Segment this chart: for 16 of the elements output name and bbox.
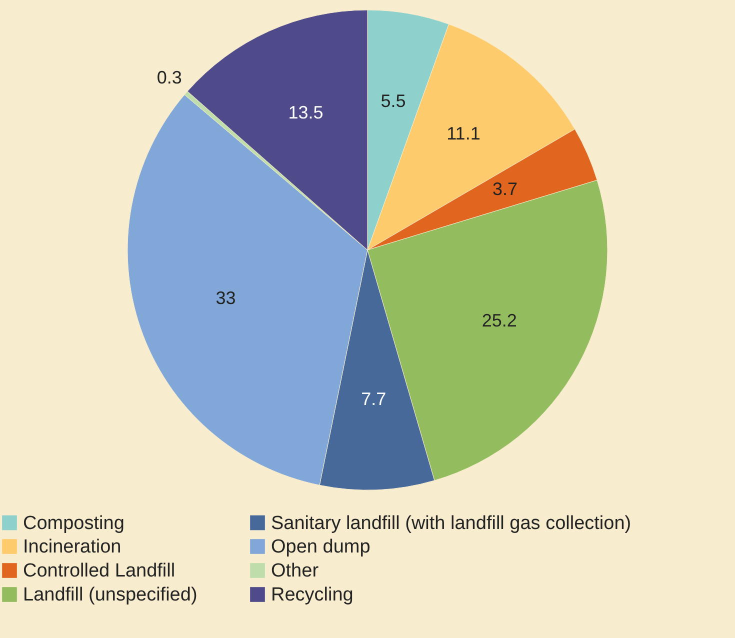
- data-label: 33: [216, 288, 236, 308]
- data-label: 5.5: [380, 91, 406, 112]
- legend-label: Recycling: [271, 584, 354, 606]
- data-label: 13.5: [288, 102, 324, 122]
- legend-label: Composting: [23, 512, 124, 534]
- data-label: 3.7: [492, 178, 518, 199]
- data-label: 25.2: [482, 310, 517, 330]
- data-label: 11.1: [446, 124, 480, 144]
- legend-label: Incineration: [23, 536, 122, 558]
- legend-label: Other: [271, 560, 320, 582]
- data-label: 0.3: [156, 68, 182, 88]
- legend-label: Sanitary landfill (with landfill gas collection): [271, 512, 632, 534]
- legend-label: Controlled Landfill: [23, 560, 176, 582]
- legend-label: Open dump: [271, 536, 370, 558]
- legend-label: Landfill (unspecified): [23, 584, 198, 606]
- data-label: 7.7: [361, 388, 386, 409]
